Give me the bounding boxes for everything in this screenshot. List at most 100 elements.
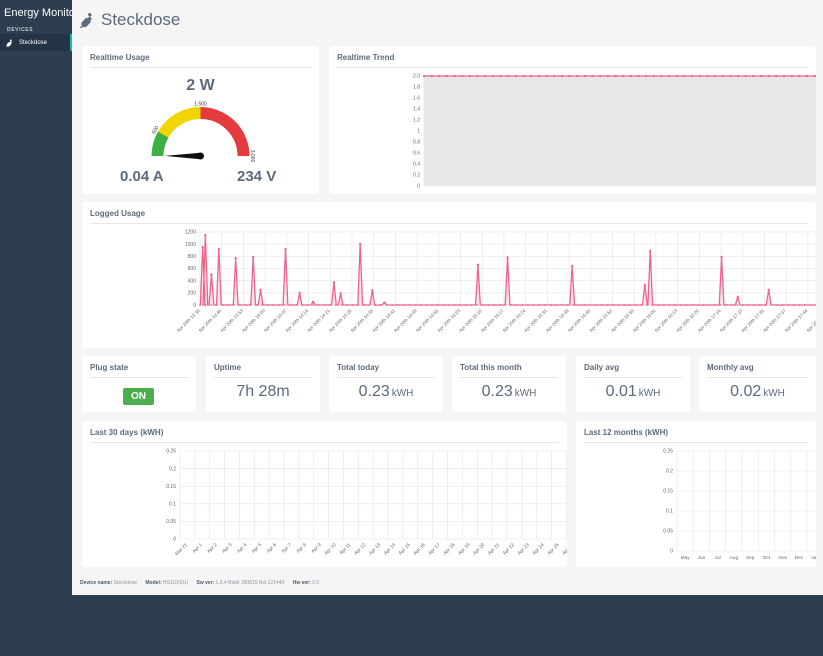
trend-point xyxy=(514,74,518,78)
monthly-avg-card: Monthly avg 0.02 kWH xyxy=(699,356,816,412)
logged-point xyxy=(538,304,541,306)
logged-point xyxy=(747,304,750,306)
logged-point xyxy=(674,304,676,306)
trend-point xyxy=(445,74,449,78)
logged-point xyxy=(606,304,609,306)
x-tick-label: Apr 16 xyxy=(412,542,426,556)
logged-usage-card: Logged Usage 0 200 400 600 800 1000 1200 Apr 20… xyxy=(82,202,816,348)
logged-peak-point xyxy=(339,292,342,295)
logged-point xyxy=(628,304,631,306)
trend-point xyxy=(606,74,609,78)
trend-point xyxy=(614,74,617,78)
y-tick-label: 400 xyxy=(188,278,197,284)
sidebar-item-steckdose[interactable]: Steckdose xyxy=(0,34,72,51)
logged-point xyxy=(199,304,201,306)
page-title: Steckdose xyxy=(80,10,180,30)
last-12-months-chart: 0 0.05 0.1 0.15 0.2 0.25 May Jun Jul Aug Sep Oct Nov… xyxy=(663,449,816,561)
logged-point xyxy=(295,304,298,306)
y-tick-label: 2.0 xyxy=(413,74,420,80)
gauge-tick-label: 500 xyxy=(151,125,160,135)
trend-point xyxy=(752,74,755,78)
x-tick-label: Apr 10 xyxy=(323,542,337,556)
x-tick-label: Apr 22 xyxy=(502,542,516,556)
y-tick-label: 0.05 xyxy=(166,519,176,525)
power-value: 2 W xyxy=(186,77,215,94)
x-tick-label: Apr 21 xyxy=(487,542,501,556)
sw-ver-value: 1.5.4 Build 180815 Rel.121440 xyxy=(215,580,285,586)
logged-point xyxy=(634,304,637,306)
x-tick-label: Sep xyxy=(746,555,755,561)
logged-point xyxy=(770,304,773,306)
card-title: Daily avg xyxy=(584,363,620,372)
logged-point xyxy=(363,304,365,306)
x-tick-label: Apr 6 xyxy=(266,542,279,555)
logged-peak-point xyxy=(284,247,287,251)
y-tick-label: 1000 xyxy=(185,242,196,248)
logged-point xyxy=(798,304,801,306)
logged-point xyxy=(804,304,807,306)
logged-point xyxy=(210,304,213,306)
hw-ver-value: 2.0 xyxy=(312,580,320,586)
trend-point xyxy=(645,74,648,78)
logged-point xyxy=(266,304,269,306)
logged-point xyxy=(764,304,767,306)
card-title: Last 30 days (kWH) xyxy=(90,428,164,437)
logged-point xyxy=(334,304,337,306)
logged-point xyxy=(787,304,790,306)
logged-peak-point xyxy=(298,291,301,295)
logged-peak-point xyxy=(736,295,739,299)
logged-point xyxy=(368,304,371,306)
logged-point xyxy=(476,304,479,306)
device-info-footer: Device name: Steckdose Model: HS110(EU) … xyxy=(80,580,326,586)
unit-label: kWH xyxy=(391,388,414,399)
logged-point xyxy=(487,304,490,306)
logged-peak-point xyxy=(767,288,770,291)
plug-state-badge[interactable]: ON xyxy=(123,388,154,405)
x-tick-label: Apr 23 xyxy=(517,542,531,556)
x-tick-label: Apr 18 xyxy=(442,542,456,556)
logged-point xyxy=(357,304,360,306)
uptime-value: 7h 28m xyxy=(236,383,290,400)
logged-point xyxy=(312,304,315,306)
unit-label: kWH xyxy=(638,388,661,399)
trend-point xyxy=(629,74,632,78)
power-gauge: 500 1,500 3,000 xyxy=(151,101,255,162)
logged-point xyxy=(425,304,428,306)
gauge-needle xyxy=(164,152,201,160)
device-name-value: Steckdose xyxy=(113,580,137,586)
logged-point xyxy=(306,304,309,306)
total-month-stat: 0.23 kWH xyxy=(452,383,566,401)
trend-point xyxy=(453,74,456,78)
trend-point xyxy=(560,74,563,78)
trend-point xyxy=(813,74,816,78)
trend-point xyxy=(759,74,763,78)
logged-point xyxy=(317,304,320,306)
logged-point xyxy=(408,304,411,306)
trend-point xyxy=(599,74,602,78)
logged-point xyxy=(651,304,654,306)
x-tick-label: Apr 19 xyxy=(457,542,471,556)
sidebar-section-label: DEVICES xyxy=(7,27,34,33)
logged-point xyxy=(668,304,671,306)
trend-point xyxy=(499,74,502,78)
logged-point xyxy=(340,304,343,306)
logged-point xyxy=(696,304,699,306)
main-content: Steckdose Realtime Usage 2 W 500 1,500 3,0… xyxy=(72,0,823,595)
y-tick-label: 0.8 xyxy=(413,140,420,146)
plug-state-card: Plug state ON xyxy=(82,356,196,412)
logged-peak-point xyxy=(371,289,374,292)
logged-point xyxy=(221,304,224,306)
total-today-card: Total today 0.23 kWH xyxy=(329,356,443,412)
logged-point xyxy=(781,304,784,306)
card-title: Logged Usage xyxy=(90,209,146,218)
sw-ver-label: Sw ver: xyxy=(196,580,215,586)
y-tick-label: 1.4 xyxy=(413,107,420,113)
logged-peak-point xyxy=(311,300,315,304)
app-title[interactable]: Energy Monitor xyxy=(4,7,79,19)
plug-icon xyxy=(80,12,92,28)
trend-point xyxy=(622,74,625,78)
trend-point xyxy=(698,74,701,78)
logged-peak-point xyxy=(476,263,480,267)
trend-point xyxy=(553,74,556,78)
trend-point xyxy=(805,74,809,78)
